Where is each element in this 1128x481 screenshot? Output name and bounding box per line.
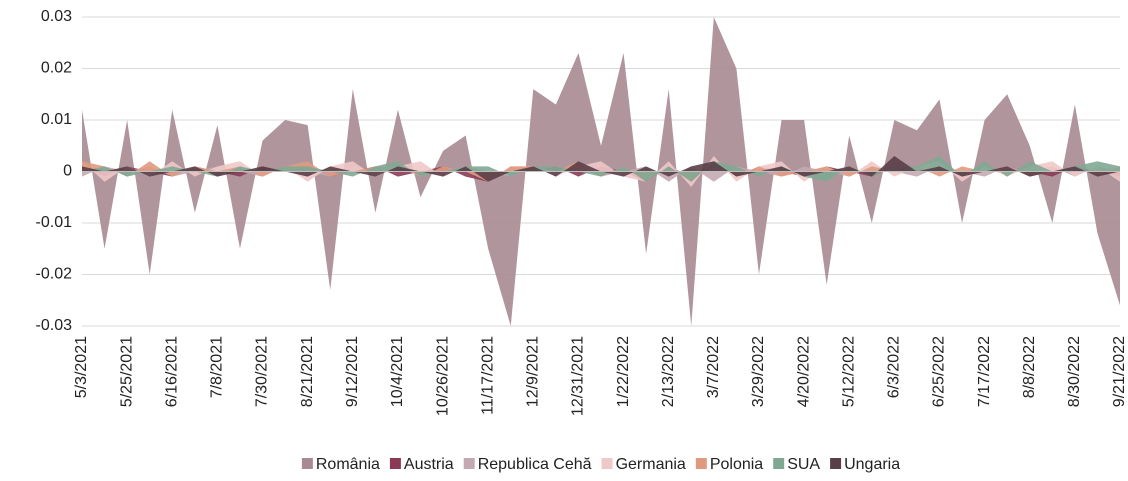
y-tick-label: 0.02 bbox=[41, 60, 72, 77]
x-tick-label: 12/31/2021 bbox=[570, 336, 587, 416]
x-tick-label: 2/13/2022 bbox=[660, 336, 677, 407]
y-tick-label: -0.01 bbox=[36, 214, 73, 231]
legend-label: Germania bbox=[616, 456, 686, 473]
y-tick-label: -0.03 bbox=[36, 317, 73, 334]
legend-swatch bbox=[389, 458, 401, 469]
x-tick-label: 9/21/2022 bbox=[1111, 336, 1128, 407]
legend-label: SUA bbox=[787, 456, 820, 473]
x-tick-label: 8/8/2022 bbox=[1021, 336, 1038, 398]
x-tick-label: 6/25/2022 bbox=[931, 336, 948, 407]
legend-swatch bbox=[695, 458, 707, 469]
x-tick-label: 3/29/2022 bbox=[750, 336, 767, 407]
y-tick-label: 0 bbox=[63, 163, 72, 180]
x-tick-label: 11/17/2021 bbox=[479, 336, 496, 415]
x-tick-label: 4/20/2022 bbox=[795, 336, 812, 407]
y-tick-label: 0.03 bbox=[41, 8, 72, 25]
legend-swatch bbox=[601, 458, 613, 469]
x-tick-label: 7/8/2021 bbox=[209, 336, 226, 398]
legend-label: Polonia bbox=[710, 456, 763, 473]
legend-label: România bbox=[316, 456, 380, 473]
x-tick-label: 7/17/2022 bbox=[976, 336, 993, 407]
x-tick-label: 10/26/2021 bbox=[434, 336, 451, 416]
x-tick-label: 5/12/2022 bbox=[840, 336, 857, 407]
x-tick-label: 5/25/2021 bbox=[118, 336, 135, 407]
y-tick-label: 0.01 bbox=[41, 111, 72, 128]
x-tick-label: 8/21/2021 bbox=[299, 336, 316, 407]
legend: România Austria Republica Cehă Germania Polo… bbox=[301, 456, 900, 473]
legend-swatch bbox=[773, 458, 785, 469]
legend-swatch bbox=[463, 458, 475, 469]
x-tick-label: 9/12/2021 bbox=[344, 336, 361, 407]
x-tick-label: 10/4/2021 bbox=[389, 336, 406, 407]
x-tick-label: 12/9/2021 bbox=[525, 336, 542, 407]
x-tick-label: 8/30/2022 bbox=[1066, 336, 1083, 407]
y-tick-label: -0.02 bbox=[36, 266, 73, 283]
legend-swatch bbox=[301, 458, 313, 469]
legend-label: Republica Cehă bbox=[478, 456, 592, 473]
x-tick-label: 1/22/2022 bbox=[615, 336, 632, 407]
x-tick-label: 7/30/2021 bbox=[254, 336, 271, 407]
x-tick-label: 3/7/2022 bbox=[705, 336, 722, 398]
legend-swatch bbox=[830, 458, 842, 469]
area bbox=[82, 156, 1120, 182]
legend-label: Ungaria bbox=[844, 456, 900, 473]
legend-label: Austria bbox=[404, 456, 454, 473]
x-tick-label: 5/3/2021 bbox=[73, 336, 90, 398]
x-tick-label: 6/16/2021 bbox=[163, 336, 180, 407]
x-tick-label: 6/3/2022 bbox=[886, 336, 903, 398]
